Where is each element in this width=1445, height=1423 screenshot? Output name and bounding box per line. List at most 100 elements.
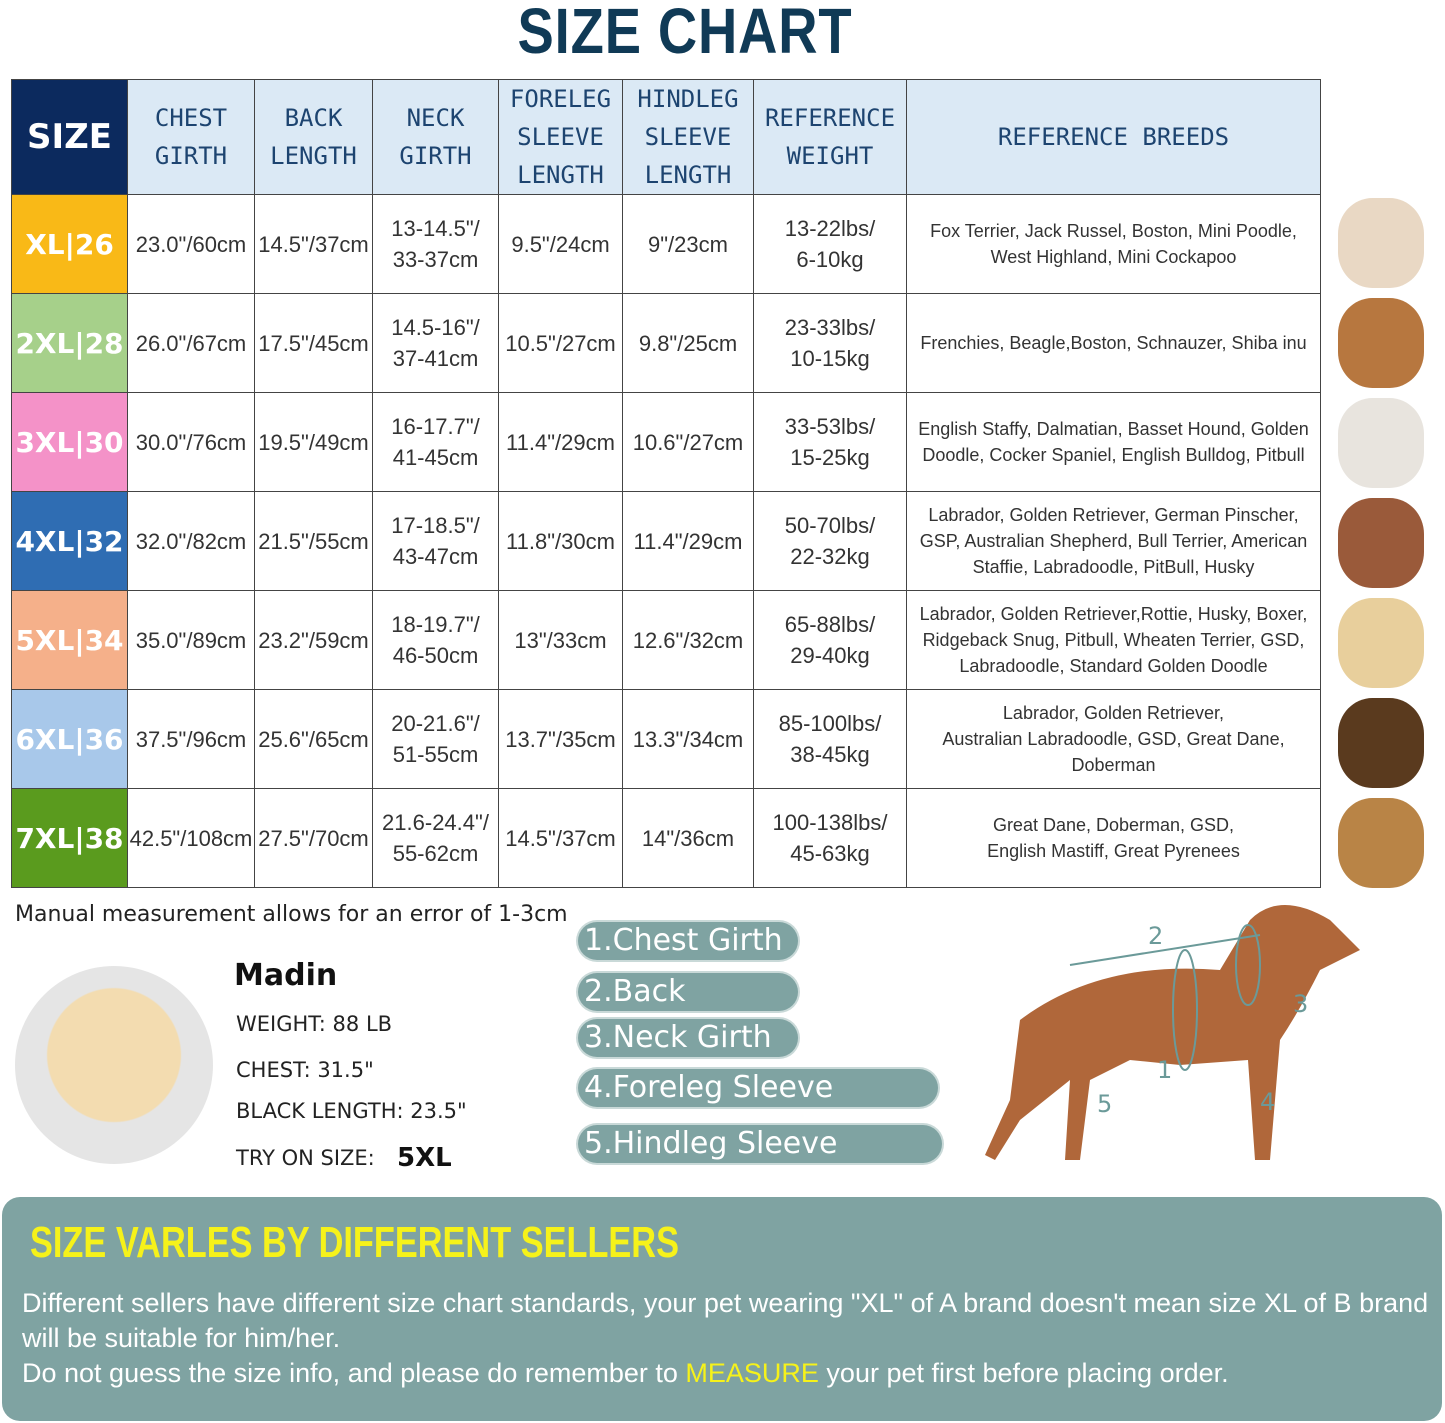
table-cell: 21.5"/55cm [254,491,373,591]
header-cell: CHEST GIRTH [127,79,255,195]
table-cell: Labrador, Golden Retriever, German Pinsc… [906,491,1321,591]
header-cell: SIZE [11,79,128,195]
table-cell: 85-100lbs/ 38-45kg [753,689,907,789]
table-cell: 4XL|32 [11,491,128,591]
header-cell: NECK GIRTH [372,79,499,195]
table-row: 3XL|30 30.0"/76cm 19.5"/49cm 16-17.7"/ 41-4… [11,392,1321,492]
measure-item: 4.Foreleg Sleeve Length [578,1069,938,1143]
table-cell: 9.8"/25cm [622,293,754,393]
measure-line [1172,949,1198,1071]
measure-item: 1.Chest Girth [578,922,798,960]
table-cell: XL|26 [11,194,128,294]
table-cell: 32.0"/82cm [127,491,255,591]
table-row: 6XL|36 37.5"/96cm 25.6"/65cm 20-21.6"/ 51-5… [11,689,1321,789]
table-row: 7XL|38 42.5"/108cm 27.5"/70cm 21.6-24.4"/ 5… [11,788,1321,888]
table-cell: 20-21.6"/ 51-55cm [372,689,499,789]
table-cell: 10.5"/27cm [498,293,623,393]
banner [2,1197,1442,1421]
profile-line: CHEST: 31.5" [236,1058,374,1082]
table-cell: 50-70lbs/ 22-32kg [753,491,907,591]
dog-photo [1338,698,1424,788]
measure-line [1069,934,1261,966]
table-row: 2XL|28 26.0"/67cm 17.5"/45cm 14.5-16"/ 37-4… [11,293,1321,393]
table-row: 5XL|34 35.0"/89cm 23.2"/59cm 18-19.7"/ 46-5… [11,590,1321,690]
table-cell: Great Dane, Doberman, GSD, English Masti… [906,788,1321,888]
measure-item: 2.Back Length [578,973,798,1047]
diagram-label: 5 [1097,1090,1113,1118]
banner-title: SIZE VARLES BY DIFFERENT SELLERS [30,1218,679,1267]
banner-paragraph: Different sellers have different size ch… [22,1288,1429,1353]
table-cell: 14.5"/37cm [498,788,623,888]
table-cell: 17.5"/45cm [254,293,373,393]
table-cell: 13"/33cm [498,590,623,690]
table-cell: 18-19.7"/ 46-50cm [372,590,499,690]
table-cell: Labrador, Golden Retriever, Australian L… [906,689,1321,789]
dog-diagram [985,905,1360,1160]
table-cell: 2XL|28 [11,293,128,393]
table-cell: 23.0"/60cm [127,194,255,294]
header-row: SIZE CHEST GIRTH BACK LENGTH NECK GIRTH FORE… [11,79,1321,195]
table-cell: 11.4"/29cm [498,392,623,492]
table-cell: 14"/36cm [622,788,754,888]
table-cell: 13.7"/35cm [498,689,623,789]
table-cell: Fox Terrier, Jack Russel, Boston, Mini P… [906,194,1321,294]
dog-photo [1338,598,1424,688]
table-cell: 21.6-24.4"/ 55-62cm [372,788,499,888]
highlight: MEASURE [685,1358,819,1388]
header-cell: REFERENCE WEIGHT [753,79,907,195]
table-row: XL|26 23.0"/60cm 14.5"/37cm 13-14.5"/ 33-37… [11,194,1321,294]
dog-photo [15,966,213,1164]
table-cell: 9"/23cm [622,194,754,294]
table-cell: 27.5"/70cm [254,788,373,888]
text: your pet first before placing order. [818,1358,1229,1388]
measure-line [1235,924,1261,1006]
diagram-label: 4 [1260,1088,1276,1116]
table-cell: 23.2"/59cm [254,590,373,690]
banner-paragraph: Do not guess the size info, and please d… [22,1356,1442,1391]
table-cell: 42.5"/108cm [127,788,255,888]
table-cell: 3XL|30 [11,392,128,492]
table-cell: 13-14.5"/ 33-37cm [372,194,499,294]
dog-photo [1338,298,1424,388]
header-cell: BACK LENGTH [254,79,373,195]
note: Manual measurement allows for an error o… [15,902,568,927]
table-cell: 23-33lbs/ 10-15kg [753,293,907,393]
header-cell: HINDLEG SLEEVE LENGTH [622,79,754,195]
profile-line: WEIGHT: 88 LB [236,1012,393,1036]
diagram-label: 2 [1148,922,1164,950]
table-cell: English Staffy, Dalmatian, Basset Hound,… [906,392,1321,492]
table-row: 4XL|32 32.0"/82cm 21.5"/55cm 17-18.5"/ 43-4… [11,491,1321,591]
table-cell: 25.6"/65cm [254,689,373,789]
table-cell: 11.8"/30cm [498,491,623,591]
table-cell: 12.6"/32cm [622,590,754,690]
measure-item: 5.Hindleg Sleeve Length [578,1125,942,1199]
table-cell: 33-53lbs/ 15-25kg [753,392,907,492]
try-on-size: 5XL [397,1143,452,1173]
dog-photo [1338,798,1424,888]
table-cell: 13.3"/34cm [622,689,754,789]
size-table: SIZE CHEST GIRTH BACK LENGTH NECK GIRTH FORE… [11,79,1321,888]
table-cell: 17-18.5"/ 43-47cm [372,491,499,591]
banner-text: Different sellers have different size ch… [22,1286,1442,1391]
header-cell: REFERENCE BREEDS [906,79,1321,195]
table-cell: 26.0"/67cm [127,293,255,393]
table-cell: 6XL|36 [11,689,128,789]
table-cell: 9.5"/24cm [498,194,623,294]
dog-photo [1338,398,1424,488]
table-cell: 65-88lbs/ 29-40kg [753,590,907,690]
table-cell: 19.5"/49cm [254,392,373,492]
profile-name: Madin [234,958,338,993]
table-cell: 30.0"/76cm [127,392,255,492]
table-cell: 37.5"/96cm [127,689,255,789]
table-cell: 14.5-16"/ 37-41cm [372,293,499,393]
title: SIZE CHART [517,0,853,67]
table-cell: Frenchies, Beagle,Boston, Schnauzer, Shi… [906,293,1321,393]
dog-shape [985,905,1360,1160]
measure-item: 3.Neck Girth [578,1019,798,1057]
table-cell: 11.4"/29cm [622,491,754,591]
header-cell: FORELEG SLEEVE LENGTH [498,79,623,195]
text: Do not guess the size info, and please d… [22,1358,686,1388]
table-cell: 13-22lbs/ 6-10kg [753,194,907,294]
table-cell: 14.5"/37cm [254,194,373,294]
